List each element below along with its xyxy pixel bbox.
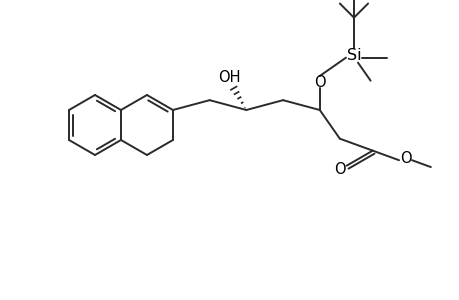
Text: O: O: [313, 74, 325, 89]
Text: O: O: [333, 162, 345, 177]
Text: O: O: [399, 151, 411, 166]
Text: OH: OH: [218, 70, 240, 85]
Text: Si: Si: [346, 48, 360, 63]
